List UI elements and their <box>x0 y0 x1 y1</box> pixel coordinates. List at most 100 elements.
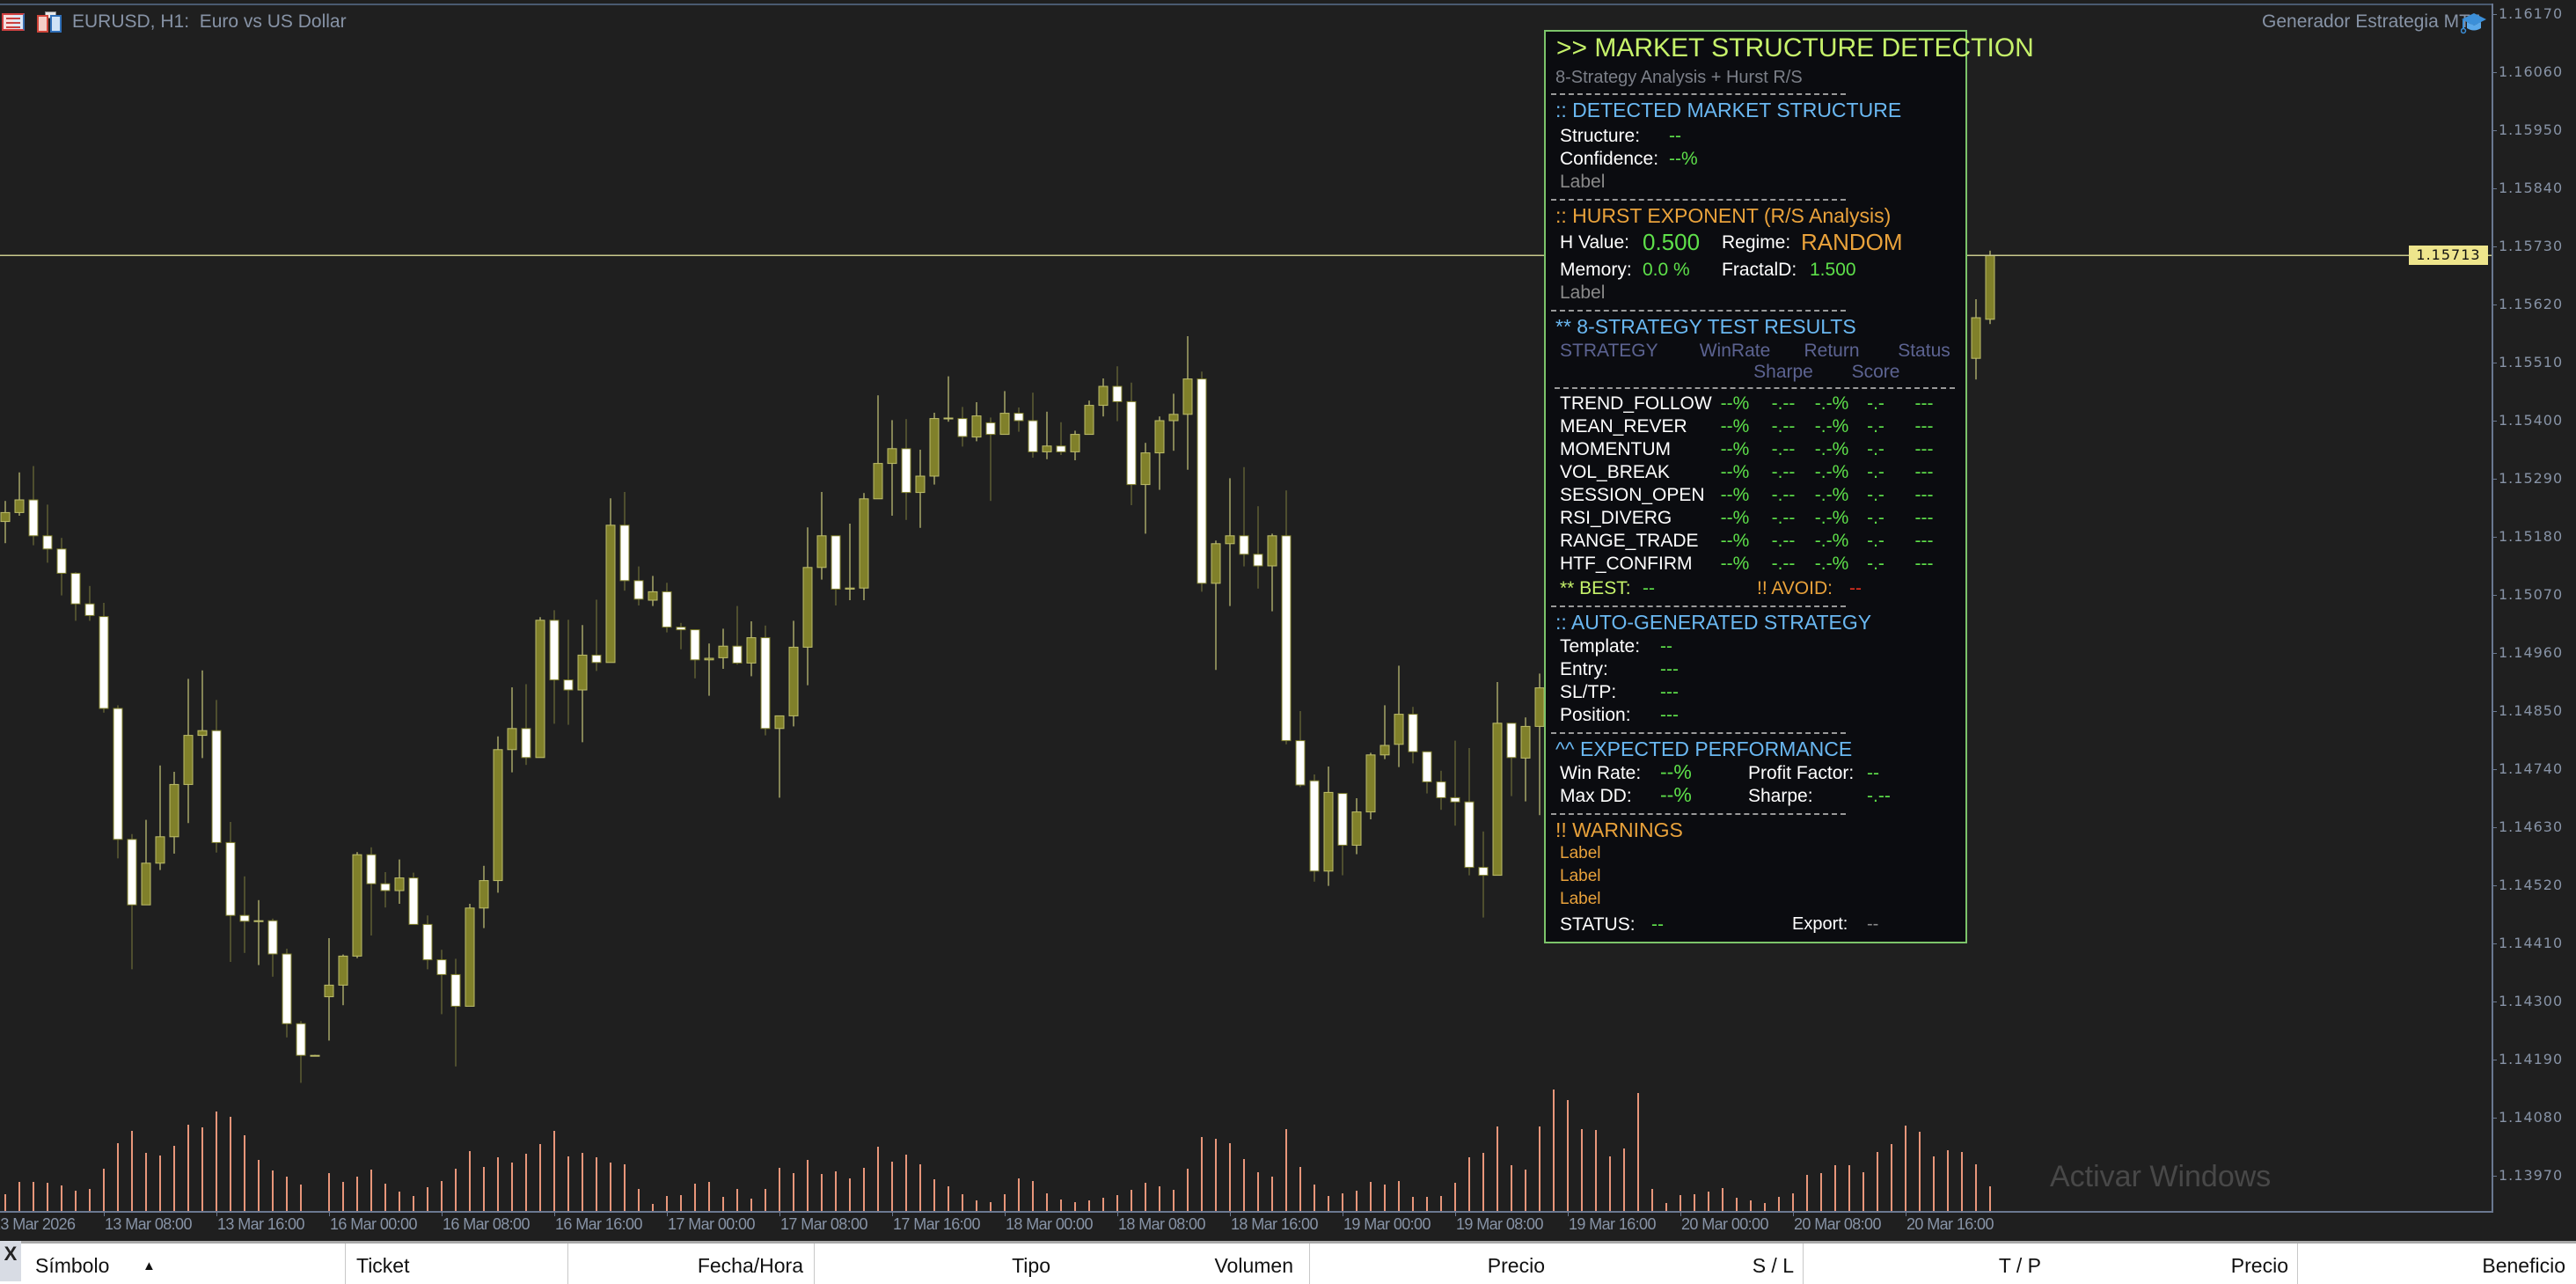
candle-body <box>1520 725 1531 759</box>
expert-advisor-name[interactable]: Generador Estrategia MT5 <box>2262 11 2481 32</box>
column-volume[interactable]: Volumen <box>1214 1254 1293 1277</box>
candle-body <box>169 783 179 838</box>
candle-bullish <box>479 865 489 928</box>
strategy-winrate: --% <box>1720 416 1750 437</box>
candle-body <box>1394 714 1404 745</box>
column-divider[interactable] <box>345 1244 346 1284</box>
candle-bullish <box>253 899 264 965</box>
candle-bullish <box>1098 378 1109 417</box>
candle-body <box>662 591 672 628</box>
column-divider[interactable] <box>1803 1244 1804 1284</box>
h-value-label: H Value: <box>1560 232 1629 253</box>
column-divider[interactable] <box>1309 1244 1310 1284</box>
candle-body <box>422 923 433 961</box>
candle-body <box>1028 420 1038 452</box>
candle-body <box>1323 791 1334 872</box>
column-take-profit[interactable]: T / P <box>1998 1254 2041 1277</box>
market-structure-panel: >> MARKET STRUCTURE DETECTION 8-Strategy… <box>1544 30 2034 943</box>
candle-bullish <box>1084 400 1094 436</box>
chart-symbol-title: EURUSD, H1: Euro vs US Dollar <box>72 11 347 32</box>
volume-bar <box>567 1156 569 1211</box>
profit-factor-value: -- <box>1867 763 1879 783</box>
candle-bearish <box>1450 740 1460 826</box>
column-stop-loss[interactable]: S / L <box>1752 1254 1794 1277</box>
divider <box>1551 732 1846 734</box>
candle-bullish <box>1971 299 1981 380</box>
column-type[interactable]: Tipo <box>1012 1254 1050 1277</box>
price-label: 1.14080 <box>2499 1109 2564 1126</box>
structure-value: -- <box>1669 126 1681 146</box>
column-price[interactable]: Precio <box>1487 1254 1545 1277</box>
price-label: 1.15950 <box>2499 121 2564 138</box>
entry-label: Entry: <box>1560 659 1608 679</box>
volume-bar <box>1116 1195 1118 1211</box>
column-divider[interactable] <box>814 1244 815 1284</box>
candle-bearish <box>1436 770 1446 811</box>
volume-bar <box>1215 1139 1217 1211</box>
time-label: 18 Mar 08:00 <box>1118 1215 1205 1233</box>
candle-bearish <box>70 572 81 621</box>
column-symbol[interactable]: Símbolo <box>35 1254 110 1277</box>
column-ticket[interactable]: Ticket <box>356 1254 410 1277</box>
price-chart[interactable] <box>0 0 2492 1213</box>
candle-body <box>465 907 475 1007</box>
candle-bullish <box>1154 416 1165 490</box>
time-tick <box>1117 1211 1118 1216</box>
time-tick <box>1680 1211 1681 1216</box>
candle-body <box>183 735 194 785</box>
candle-body <box>42 535 53 550</box>
avoid-value: -- <box>1849 578 1862 598</box>
candle-bullish <box>1070 430 1080 460</box>
column-current-price[interactable]: Precio <box>2230 1254 2288 1277</box>
column-date-time[interactable]: Fecha/Hora <box>697 1254 803 1277</box>
candle-bearish <box>1281 490 1292 745</box>
best-value: -- <box>1643 578 1655 598</box>
volume-bar <box>1229 1143 1231 1211</box>
export-label[interactable]: Export: <box>1792 914 1848 934</box>
price-label: 1.15620 <box>2499 296 2564 312</box>
candle-body <box>267 920 278 955</box>
volume-bar <box>905 1155 907 1211</box>
candle-body <box>802 567 813 648</box>
candle-bullish <box>1042 411 1052 459</box>
chart-window-icon[interactable] <box>37 11 63 33</box>
volume-bar <box>1722 1188 1723 1211</box>
candle-body <box>943 417 954 420</box>
volume-bar <box>948 1186 949 1211</box>
candle-body <box>1492 723 1503 877</box>
volume-bar <box>1905 1126 1906 1211</box>
close-toolbox-button[interactable]: X <box>0 1241 21 1281</box>
candle-bearish <box>366 847 377 935</box>
candle-body <box>690 629 700 661</box>
column-profit[interactable]: Beneficio <box>2482 1254 2565 1277</box>
volume-bar <box>483 1167 485 1211</box>
price-label: 1.15070 <box>2499 586 2564 603</box>
volume-bar <box>4 1194 6 1211</box>
column-divider[interactable] <box>567 1244 568 1284</box>
volume-bar <box>1792 1193 1794 1211</box>
volume-bar <box>1820 1173 1822 1211</box>
candle-body <box>1450 796 1460 803</box>
volume-bar <box>1314 1185 1315 1211</box>
volume-bar <box>497 1157 499 1211</box>
volume-bar <box>610 1163 611 1211</box>
candle-bullish <box>141 819 151 906</box>
candle-body <box>338 955 348 986</box>
panel-subtitle: 8-Strategy Analysis + Hurst R/S <box>1555 68 1803 87</box>
time-label: 19 Mar 08:00 <box>1456 1215 1543 1233</box>
strategy-name: TREND_FOLLOW <box>1560 393 1712 414</box>
column-divider[interactable] <box>2297 1244 2298 1284</box>
price-label: 1.16060 <box>2499 63 2564 80</box>
volume-bar <box>1947 1150 1949 1211</box>
sort-ascending-icon[interactable]: ▲ <box>143 1258 156 1273</box>
volume-bar <box>1708 1192 1709 1211</box>
regime-value: RANDOM <box>1801 229 1903 255</box>
memory-value: 0.0 % <box>1643 260 1690 280</box>
time-label: 16 Mar 16:00 <box>555 1215 642 1233</box>
one-click-trading-icon[interactable] <box>2 13 25 31</box>
price-label: 1.14410 <box>2499 935 2564 951</box>
price-tick <box>2492 188 2497 189</box>
time-tick <box>554 1211 555 1216</box>
expert-advisor-cap-icon[interactable] <box>2461 11 2487 34</box>
candle-bearish <box>436 950 447 1015</box>
